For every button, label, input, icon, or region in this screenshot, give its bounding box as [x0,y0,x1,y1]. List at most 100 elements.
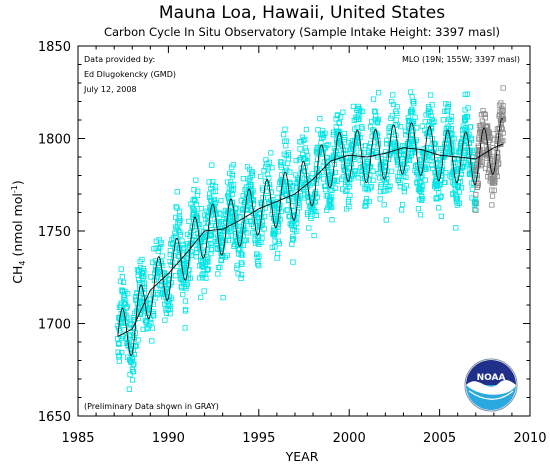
data-point [414,125,420,131]
data-point [167,248,173,254]
data-point [310,209,316,215]
data-point [461,116,468,122]
data-point [239,261,245,267]
data-point [350,103,356,110]
data-point [395,177,401,184]
data-point [118,335,124,342]
data-point [491,174,497,181]
data-point [208,251,214,257]
data-point [403,183,409,189]
x-axis-label: YEAR [285,449,319,464]
y-label-subscript: 4 [18,261,27,266]
data-point [286,197,292,203]
data-point [380,188,387,194]
data-point [305,211,311,218]
data-point [152,258,159,264]
data-point [116,341,122,347]
data-point [399,207,405,213]
data-point [169,241,175,248]
provider-line-2: Ed Dlugokencky (GMD) [84,70,176,79]
data-point [294,209,300,215]
data-point [188,249,194,255]
data-point [153,238,159,244]
data-point [369,118,375,125]
data-point [292,172,299,178]
data-point [289,184,295,190]
data-point [491,131,497,137]
data-point [322,183,328,189]
data-point [247,182,253,188]
data-point [206,179,212,185]
data-point [448,113,455,120]
data-point [176,220,182,226]
data-point [325,141,331,148]
data-point [266,159,272,165]
data-point [351,156,357,162]
data-point [303,126,310,133]
data-point [472,201,478,207]
data-point [476,129,483,135]
data-point [324,207,330,213]
data-point [223,216,230,222]
data-point [225,233,231,239]
data-point [405,115,411,121]
data-point [331,129,337,135]
data-point [418,156,424,163]
y-label-unit-close: ) [10,180,25,185]
data-point [364,198,370,205]
data-point [238,259,244,266]
data-point [365,187,371,193]
data-point [248,187,254,193]
data-point [430,149,436,155]
data-point [131,361,137,367]
data-point [162,278,168,285]
data-point [479,118,485,124]
data-point [294,228,300,234]
data-point [475,148,482,154]
data-point [486,162,492,168]
data-point [119,287,125,293]
y-axis-label: CH4 (nmol mol-1) [10,180,27,283]
data-point [254,255,260,261]
data-point [313,212,319,219]
data-point [386,187,392,193]
data-point [118,304,124,310]
data-point [389,168,395,174]
data-point [211,216,218,222]
data-point [333,116,339,122]
data-point [478,112,485,118]
data-point [354,107,360,113]
data-point [302,145,309,151]
data-point [129,377,136,383]
data-point [192,238,199,244]
data-point [410,132,416,138]
data-point [438,193,444,199]
data-point [116,358,122,364]
data-point [238,198,244,204]
data-point [482,115,488,121]
data-point [483,123,489,130]
data-point [328,203,334,210]
data-point [255,240,261,246]
data-point [384,137,390,143]
data-point [136,300,142,306]
data-point [186,218,192,224]
data-point [362,173,368,180]
data-point [496,160,502,166]
provider-line-1: Data provided by: [84,55,155,64]
data-point [452,189,459,195]
data-point [117,319,123,326]
svg-text:CH4 (nmol mol-1): CH4 (nmol mol-1) [10,180,27,283]
data-point [382,167,388,174]
data-point [141,274,147,280]
data-point [200,275,206,281]
data-point [313,148,319,154]
data-point [116,352,122,359]
data-point [180,242,186,248]
data-point [473,207,479,213]
data-point [231,243,237,249]
data-point [475,182,481,189]
data-point [409,149,416,155]
data-point [266,175,272,181]
data-point [372,109,378,115]
